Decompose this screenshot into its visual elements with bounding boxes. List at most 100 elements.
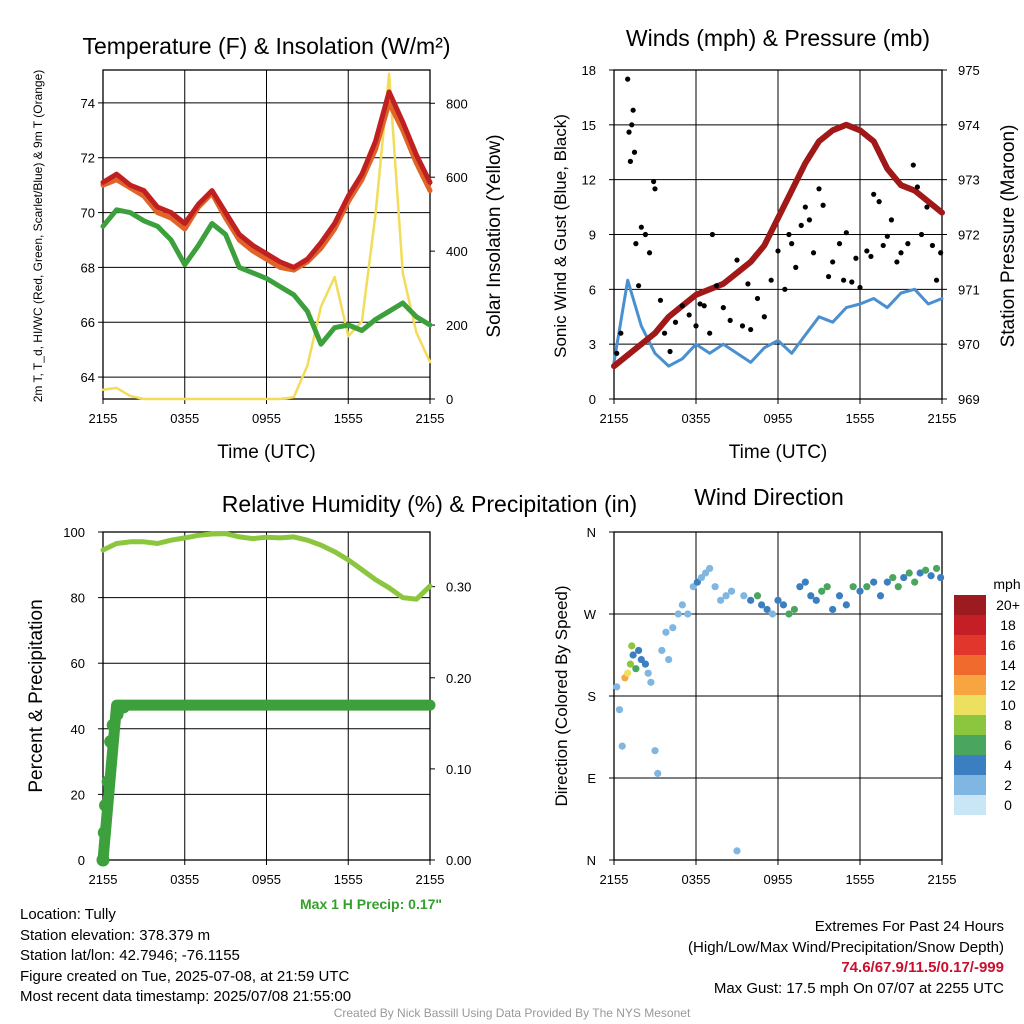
wind-direction-chart-x-tick-label: 2155 — [928, 872, 957, 887]
gust-point — [727, 317, 733, 324]
wind-direction-point — [801, 578, 809, 586]
speed-legend-label: 6 — [1004, 737, 1012, 753]
gust-point — [642, 231, 649, 238]
speed-legend-swatch — [954, 735, 986, 755]
wind-direction-point — [779, 601, 788, 609]
winds-chart-x-tick-label: 2155 — [600, 411, 629, 426]
wind-direction-point — [807, 592, 815, 600]
temperature-chart-y2-tick-label: 0 — [446, 392, 453, 407]
wind-direction-chart-y-tick-label: N — [587, 525, 596, 540]
gust-point — [768, 277, 774, 283]
temperature-series-line-0 — [100, 100, 433, 273]
winds-chart-y-tick-label: 15 — [582, 118, 596, 133]
temperature-chart-y2-axis-label: Solar Insolation (Yellow) — [484, 134, 505, 337]
wind-direction-point — [674, 610, 682, 618]
gust-point — [898, 250, 904, 256]
wind-direction-point — [883, 578, 891, 586]
temperature-chart-y2-tick-label: 800 — [446, 96, 468, 111]
gust-point — [857, 284, 863, 291]
gust-point — [661, 330, 668, 336]
gust-point — [657, 297, 664, 303]
gust-point — [884, 233, 890, 239]
precipitation-line — [97, 699, 436, 866]
precipitation-point — [104, 735, 118, 749]
temperature-chart-y2-tick-label: 200 — [446, 318, 468, 333]
gust-point — [672, 319, 679, 325]
winds-chart-y-tick-label: 18 — [582, 63, 596, 78]
winds-chart-y2-tick-label: 971 — [958, 282, 980, 297]
extremes-info: Extremes For Past 24 Hours (High/Low/Max… — [688, 917, 1004, 999]
humidity-chart-y-tick-label: 80 — [71, 591, 85, 606]
extremes-subtitle: (High/Low/Max Wind/Precipitation/Snow De… — [688, 938, 1004, 956]
wind-direction-chart-x-tick-label: 1555 — [846, 872, 875, 887]
wind-direction-point — [768, 610, 777, 618]
credit-text: Created By Nick Bassill Using Data Provi… — [333, 1006, 691, 1020]
winds-chart-y-tick-label: 0 — [589, 392, 596, 407]
wind-direction-point — [658, 646, 666, 655]
wind-direction-point — [900, 573, 908, 582]
gust-point — [798, 222, 804, 228]
humidity-chart-y2-tick-label: 0.30 — [446, 580, 471, 595]
gust-point — [841, 277, 847, 283]
gust-point — [864, 248, 870, 254]
wind-direction-point — [753, 592, 762, 600]
winds-chart-x-axis-label: Time (UTC) — [729, 442, 828, 463]
speed-legend-title: mph — [993, 576, 1020, 592]
gust-point — [894, 259, 900, 265]
gust-point — [652, 186, 658, 192]
humidity-chart-y2-tick-label: 0.00 — [446, 853, 471, 868]
wind-direction-point — [641, 660, 650, 668]
wind-direction-point — [856, 587, 864, 595]
gust-point — [627, 158, 634, 164]
extremes-values: 74.6/67.9/11.5/0.17/-999 — [841, 959, 1004, 976]
gust-point — [938, 250, 944, 256]
winds-chart-y-tick-label: 3 — [589, 337, 596, 352]
temperature-chart-x-tick-label: 2155 — [416, 411, 445, 426]
temperature-series-line-1 — [100, 89, 433, 270]
temperature-chart-y2-tick-label: 600 — [446, 170, 468, 185]
wind-direction-point — [678, 601, 686, 609]
wind-direction-point — [849, 583, 857, 591]
wind-direction-point — [747, 596, 755, 604]
speed-legend-label: 16 — [1000, 637, 1016, 653]
temperature-chart-x-axis-label: Time (UTC) — [217, 442, 316, 463]
gust-point — [614, 350, 620, 356]
gust-point — [918, 231, 925, 238]
speed-legend-label: 10 — [1000, 697, 1016, 713]
gust-point — [825, 273, 832, 280]
humidity-chart-title: Relative Humidity (%) & Precipitation (i… — [222, 491, 637, 517]
gust-point — [734, 257, 740, 263]
wind-direction-chart-x-tick-label: 0355 — [682, 872, 711, 887]
wind-direction-point — [876, 592, 885, 600]
gust-point — [667, 348, 673, 355]
humidity-chart-y-tick-label: 60 — [71, 656, 85, 671]
wind-direction-point — [628, 642, 636, 650]
wind-direction-point — [669, 624, 677, 632]
winds-chart-y2-tick-label: 972 — [958, 228, 980, 243]
created-text: Figure created on Tue, 2025-07-08, at 21… — [20, 967, 350, 985]
wind-direction-point — [842, 601, 850, 609]
gust-point — [709, 231, 716, 238]
temperature-chart-y-tick-label: 72 — [81, 151, 95, 166]
gust-point — [910, 162, 916, 168]
temperature-chart-y-tick-label: 70 — [81, 206, 95, 221]
gust-point — [707, 330, 713, 336]
humidity-chart-x-tick-label: 1555 — [334, 872, 363, 887]
temperature-chart-y-tick-label: 68 — [81, 260, 95, 275]
gust-point — [816, 186, 822, 192]
elevation-text: Station elevation: 378.379 m — [20, 926, 211, 944]
gust-point — [876, 199, 882, 205]
winds-chart-title: Winds (mph) & Pressure (mb) — [626, 25, 930, 51]
gust-point — [820, 202, 826, 208]
gust-point — [633, 241, 639, 247]
speed-legend-swatch — [954, 615, 986, 635]
station-pressure-line — [611, 121, 945, 370]
wind-direction-point — [922, 566, 930, 574]
wind-direction-point — [937, 573, 945, 582]
winds-chart-y-tick-label: 12 — [582, 173, 596, 188]
wind-direction-point — [618, 742, 626, 750]
gust-point — [868, 253, 874, 260]
temperature-chart-y-tick-label: 66 — [81, 315, 95, 330]
wind-direction-chart-x-tick-label: 2155 — [600, 872, 629, 887]
speed-legend-label: 2 — [1004, 777, 1012, 793]
